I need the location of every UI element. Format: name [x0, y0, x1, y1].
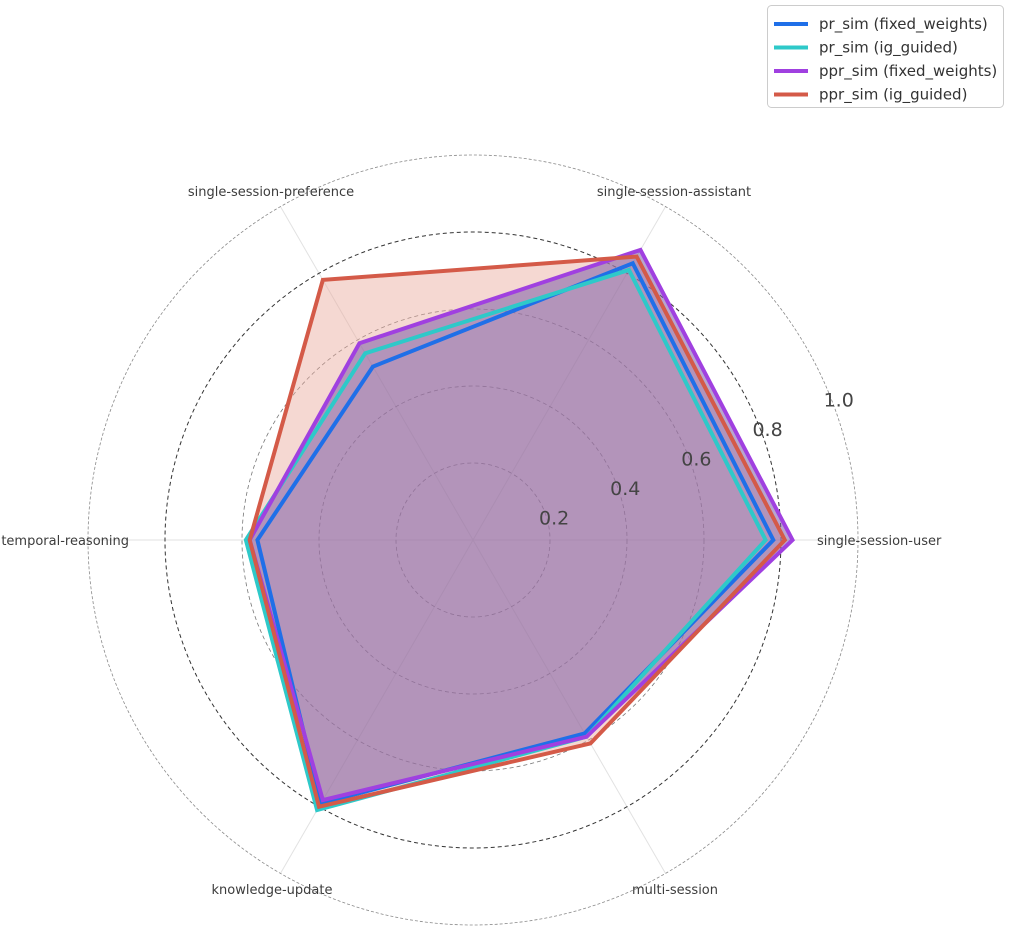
axis-label-single-session-preference: single-session-preference — [188, 185, 354, 200]
series-fill-2 — [249, 249, 793, 801]
radial-tick-label: 0.2 — [539, 508, 569, 530]
legend-entry-0: pr_sim (fixed_weights) — [819, 15, 988, 34]
axis-label-single-session-assistant: single-session-assistant — [597, 185, 751, 200]
radial-tick-label: 0.8 — [752, 419, 782, 441]
radial-tick-label: 0.4 — [610, 478, 640, 500]
radial-tick-label: 1.0 — [824, 390, 854, 412]
legend-entry-1: pr_sim (ig_guided) — [819, 39, 958, 58]
series-line-0 — [255, 260, 776, 806]
grid-circle — [87, 154, 859, 926]
legend: pr_sim (fixed_weights) pr_sim (ig_guided)… — [767, 5, 1004, 108]
label-layer: single-session-user single-session-assist… — [1, 185, 942, 898]
legend-box — [767, 5, 1004, 108]
axis-label-temporal-reasoning: temporal-reasoning — [1, 534, 129, 549]
series-line-3 — [247, 254, 788, 810]
series-fill-layer — [249, 249, 793, 807]
legend-entry-3: ppr_sim (ig_guided) — [819, 86, 967, 105]
axis-label-knowledge-update: knowledge-update — [212, 883, 333, 898]
legend-entry-2: ppr_sim (fixed_weights) — [819, 62, 997, 81]
axis-label-single-session-user: single-session-user — [817, 534, 942, 549]
radial-tick-label: 0.6 — [681, 449, 711, 471]
axis-label-multi-session: multi-session — [632, 883, 718, 898]
series-line-layer — [243, 247, 796, 813]
